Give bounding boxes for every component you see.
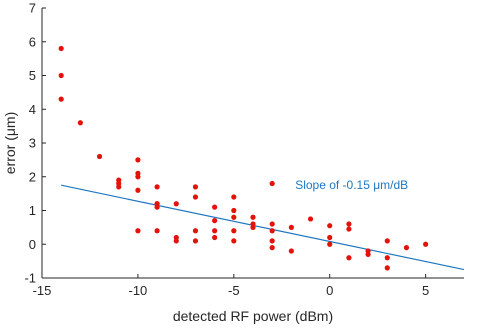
y-tick-label: 3 xyxy=(29,136,36,151)
data-point xyxy=(346,255,352,261)
data-point xyxy=(135,228,141,234)
x-tick-label: -5 xyxy=(228,283,240,298)
data-point xyxy=(250,224,256,230)
y-tick-label: 1 xyxy=(29,203,36,218)
data-point xyxy=(96,153,103,160)
slope-annotation: Slope of -0.15 μm/dB xyxy=(295,178,408,192)
data-point xyxy=(346,226,352,232)
data-point xyxy=(77,120,83,126)
y-axis-label: error (μm) xyxy=(2,112,18,175)
data-point xyxy=(403,245,410,251)
data-point xyxy=(135,174,141,180)
x-tick-label: 5 xyxy=(422,283,429,298)
data-point xyxy=(212,218,218,224)
data-point xyxy=(135,157,141,163)
data-point xyxy=(231,238,237,244)
data-point xyxy=(250,214,256,220)
data-point xyxy=(423,241,429,247)
data-point xyxy=(231,194,237,200)
data-point xyxy=(212,204,218,210)
data-point xyxy=(269,228,275,234)
data-point xyxy=(154,184,160,190)
data-point xyxy=(192,228,199,234)
fit-line-group xyxy=(61,184,465,271)
data-point xyxy=(192,184,199,190)
data-point xyxy=(384,238,390,244)
data-point xyxy=(135,187,141,193)
y-tick-label: 2 xyxy=(29,169,36,184)
data-point xyxy=(116,184,122,190)
x-tick-label: -10 xyxy=(129,283,148,298)
y-tick-label: 7 xyxy=(29,1,36,16)
data-point xyxy=(269,180,275,187)
data-point xyxy=(307,216,314,222)
data-point xyxy=(384,255,390,261)
data-point xyxy=(231,214,237,220)
x-axis-label: detected RF power (dBm) xyxy=(173,308,333,324)
data-point xyxy=(269,245,275,251)
axes xyxy=(41,8,464,279)
x-ticks: -15 -10 -5 0 5 xyxy=(33,274,429,298)
data-point xyxy=(269,238,275,244)
data-point xyxy=(384,265,390,271)
data-point xyxy=(58,96,64,102)
data-point xyxy=(288,224,294,230)
y-tick-label: 5 xyxy=(29,68,36,83)
data-point xyxy=(173,238,179,244)
y-tick-label: 0 xyxy=(29,237,36,252)
x-tick-label: 0 xyxy=(326,283,333,298)
data-point xyxy=(154,228,160,234)
data-point xyxy=(365,251,371,257)
x-tick-label: -15 xyxy=(33,283,52,298)
data-point xyxy=(192,194,199,200)
y-tick-label: -1 xyxy=(24,271,36,286)
data-point xyxy=(192,238,199,244)
y-tick-label: 4 xyxy=(29,102,36,117)
data-point xyxy=(212,234,218,241)
data-point xyxy=(212,228,218,234)
data-point xyxy=(346,221,352,227)
data-point xyxy=(231,228,237,234)
data-point xyxy=(58,45,64,52)
data-point xyxy=(327,241,333,247)
y-ticks: -1 0 1 2 3 4 5 6 7 xyxy=(24,1,46,286)
data-point xyxy=(288,248,294,254)
data-points xyxy=(58,45,429,271)
data-point xyxy=(327,223,333,229)
y-tick-label: 6 xyxy=(29,34,36,49)
fit-line xyxy=(61,184,465,271)
data-point xyxy=(58,72,64,79)
data-point xyxy=(231,207,237,214)
data-point xyxy=(173,201,179,207)
data-point xyxy=(327,234,333,241)
data-point xyxy=(154,201,160,207)
data-point xyxy=(269,221,275,227)
